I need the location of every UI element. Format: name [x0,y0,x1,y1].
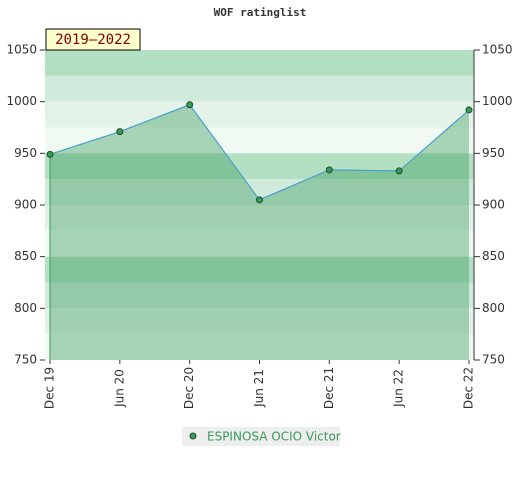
area [50,104,469,361]
y-tick-label: 900 [14,198,37,212]
y2-tick-label: 900 [482,198,505,212]
chart-title: WOF ratinglist [214,6,307,19]
point [116,128,124,136]
legend-box [182,427,340,446]
band [45,153,474,180]
y2-tick-label: 1000 [482,94,513,108]
x-tick-label: Dec 21 [322,367,336,409]
x-tick-label: Jun 22 [392,369,406,408]
badge: 2019–2022 [55,32,131,48]
point [395,167,403,175]
x-tick-label: Dec 22 [462,367,476,409]
y2-tick-label: 800 [482,301,505,315]
band [45,50,474,76]
x-tick-label: Dec 19 [43,367,57,409]
y-tick-label: 1050 [6,43,37,57]
y-tick-label: 750 [14,353,37,367]
background-bands [45,50,474,360]
x-tick-label: Jun 21 [252,369,266,408]
band [45,101,474,128]
x-tick-label: Dec 20 [182,367,196,409]
legend-marker [189,432,197,440]
point [256,196,263,204]
band [45,256,474,283]
y-tick-label: 1000 [6,94,37,108]
badge-box [45,28,141,51]
y2-tick-label: 950 [482,146,505,160]
y2-tick-label: 750 [482,353,505,367]
y2-tick-label: 850 [482,249,505,263]
band [45,205,474,231]
point [465,106,473,114]
band [45,282,474,309]
band [45,308,474,335]
band [45,230,474,257]
y2-tick-label: 1050 [482,43,513,57]
y-tick-label: 850 [14,249,37,263]
y-tick-label: 950 [14,146,37,160]
point [46,150,54,158]
band [45,334,474,360]
plot [46,101,473,361]
x-tick-label: Jun 20 [112,369,126,408]
point [325,166,333,174]
band [45,75,474,102]
legend-label: ESPINOSA OCIO Victor [207,430,341,444]
point [186,101,194,109]
y-tick-label: 800 [14,301,37,315]
